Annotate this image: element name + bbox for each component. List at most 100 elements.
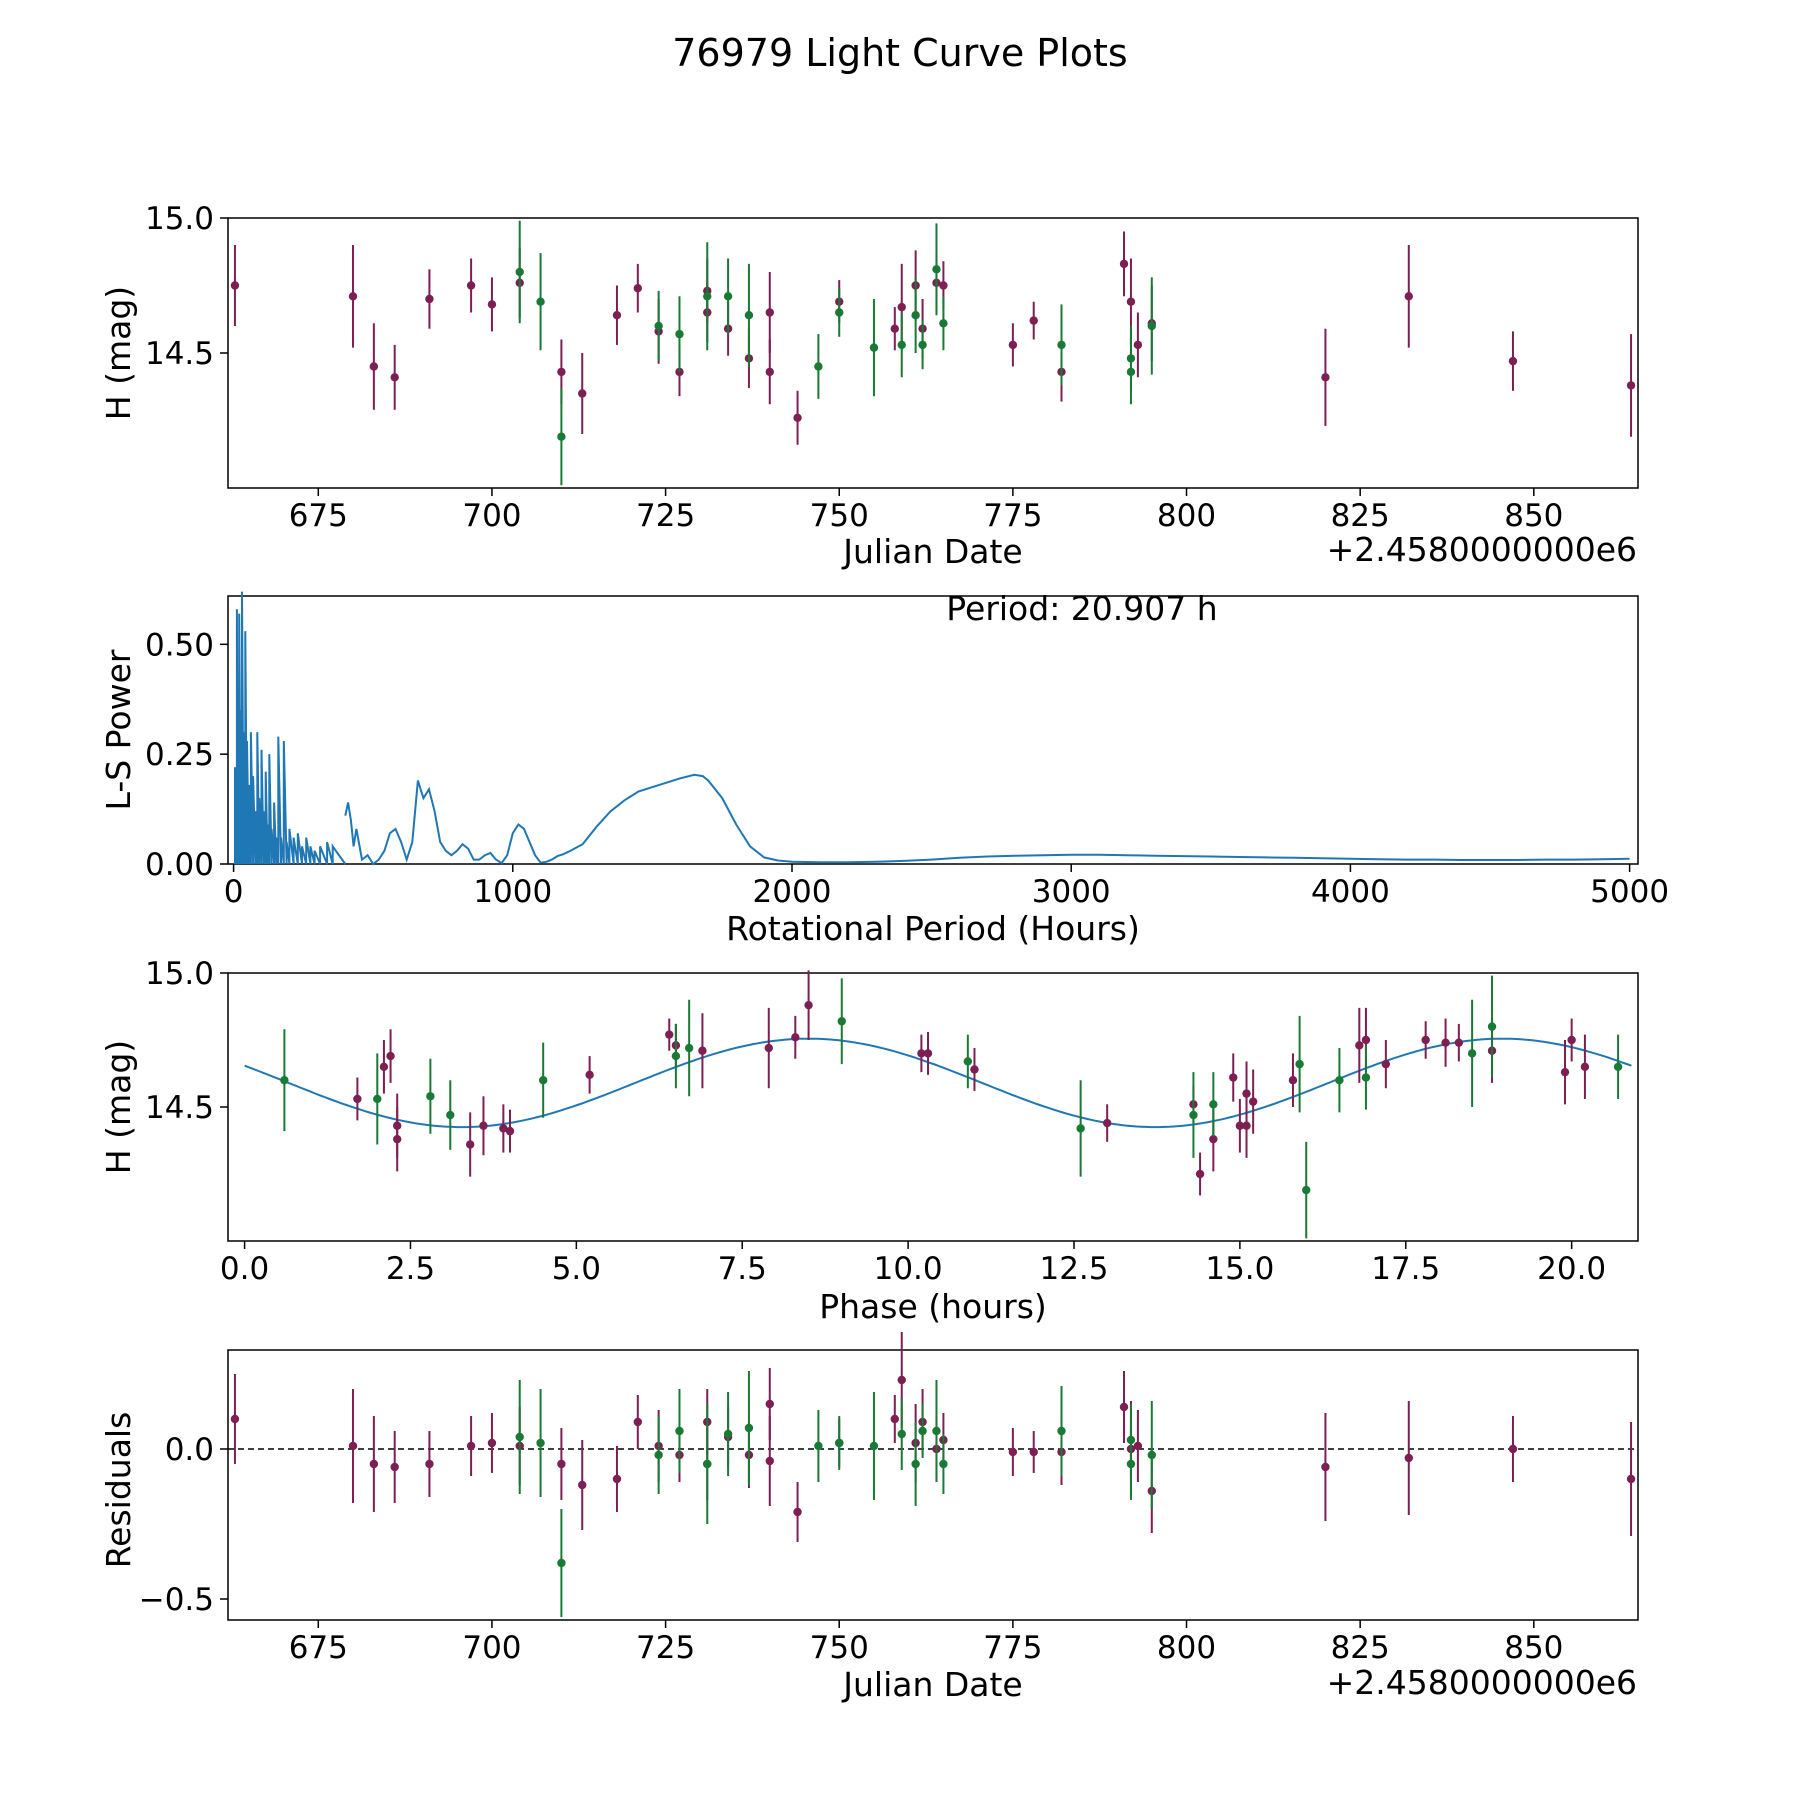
phase-point <box>426 1092 435 1101</box>
phase-xtick-label: 0.0 <box>220 1251 269 1287</box>
lc-point <box>390 373 399 382</box>
phase-point <box>1248 1097 1258 1106</box>
light-curve-xtick-label: 725 <box>636 498 695 534</box>
resid-point <box>487 1438 497 1448</box>
lc-point <box>1626 381 1636 390</box>
phase-xtick-label: 10.0 <box>874 1251 943 1287</box>
lc-point <box>487 300 497 309</box>
resid-point <box>466 1441 476 1451</box>
residuals-ylabel: Residuals <box>99 1412 138 1569</box>
resid-point <box>425 1459 434 1469</box>
resid-point <box>1008 1447 1018 1457</box>
phase-point <box>1361 1035 1371 1045</box>
phase-point <box>1302 1185 1311 1195</box>
resid-point <box>1133 1441 1143 1451</box>
resid-point <box>675 1426 684 1436</box>
residuals-xtick-label: 775 <box>983 1630 1042 1666</box>
residuals-xlabel: Julian Date <box>841 1665 1023 1704</box>
resid-point <box>557 1558 566 1568</box>
phase-point <box>917 1049 926 1058</box>
phase-point <box>1076 1124 1085 1133</box>
phase-point <box>379 1062 389 1072</box>
lc-point <box>557 367 566 377</box>
resid-point <box>536 1438 545 1448</box>
light-curve-xtick-label: 850 <box>1504 498 1563 534</box>
resid-point <box>1508 1444 1518 1454</box>
light-curve-ytick-label: 14.5 <box>145 336 214 372</box>
phase-point <box>1613 1062 1623 1072</box>
phase-xtick-label: 5.0 <box>552 1251 601 1287</box>
lc-point <box>939 281 948 290</box>
resid-point <box>897 1429 906 1439</box>
lc-point <box>835 308 844 317</box>
lc-point <box>1119 259 1129 269</box>
phase-point <box>1229 1073 1238 1082</box>
lc-point <box>1133 340 1143 350</box>
resid-point <box>515 1432 524 1442</box>
light-curve-xtick-label: 700 <box>462 498 521 534</box>
residuals-xtick-label: 700 <box>462 1630 521 1666</box>
lc-point <box>869 343 879 352</box>
light-curve-ylabel: H (mag) <box>99 286 138 420</box>
periodogram-annotation: Period: 20.907 h <box>946 589 1217 628</box>
phase-xtick-label: 17.5 <box>1371 1251 1440 1287</box>
lc-point <box>703 292 712 301</box>
lc-point <box>230 281 240 290</box>
phase-point <box>446 1110 455 1120</box>
resid-point <box>390 1462 399 1472</box>
periodogram-ytick-label: 0.25 <box>145 737 214 773</box>
lc-point <box>897 340 906 350</box>
lc-point <box>466 281 476 290</box>
phase-point <box>804 1000 813 1010</box>
periodogram-ylabel: L-S Power <box>99 649 138 810</box>
resid-point <box>557 1459 566 1469</box>
lc-point <box>612 311 622 320</box>
phase-point <box>684 1043 694 1053</box>
resid-point <box>1404 1453 1413 1463</box>
phase-xtick-label: 7.5 <box>718 1251 767 1287</box>
phase-point <box>1361 1073 1371 1082</box>
resid-point <box>633 1417 643 1427</box>
light-curve-frame <box>227 217 1639 489</box>
resid-point <box>897 1375 906 1385</box>
phase-point <box>1335 1076 1344 1085</box>
lc-point <box>557 432 566 441</box>
phase-point <box>1288 1076 1298 1085</box>
periodogram-xtick-label: 2000 <box>753 874 832 910</box>
resid-point <box>1147 1450 1156 1460</box>
light-curve-xtick-label: 825 <box>1331 498 1390 534</box>
lc-point <box>1404 292 1413 301</box>
periodogram-xtick-label: 3000 <box>1032 874 1111 910</box>
resid-point <box>703 1459 712 1469</box>
phase-xtick-label: 12.5 <box>1039 1251 1108 1287</box>
phase-point <box>1580 1062 1590 1072</box>
lc-point <box>911 311 920 320</box>
phase-point <box>1209 1100 1218 1109</box>
phase-point <box>1102 1118 1112 1128</box>
periodogram-xtick-label: 4000 <box>1311 874 1390 910</box>
periodogram-axes: Period: 20.907 h Rotational Period (Hour… <box>99 589 1669 948</box>
lc-point <box>654 321 663 331</box>
resid-point <box>1119 1402 1129 1412</box>
residuals-xtick-label: 725 <box>636 1630 695 1666</box>
phase-point <box>1441 1038 1450 1047</box>
resid-point <box>1057 1426 1066 1436</box>
phase-point <box>923 1049 933 1058</box>
resid-point <box>1029 1447 1038 1457</box>
phase-point <box>671 1051 681 1061</box>
phase-point <box>465 1140 475 1149</box>
resid-point <box>765 1456 774 1466</box>
phase-point <box>764 1043 773 1053</box>
phase-point <box>1467 1049 1477 1058</box>
residuals-xtick-label: 825 <box>1331 1630 1390 1666</box>
lc-point <box>1321 373 1330 382</box>
phase-point <box>1189 1110 1198 1120</box>
lc-point <box>1029 316 1038 325</box>
resid-point <box>932 1426 941 1436</box>
lc-point <box>814 362 823 371</box>
lc-point <box>536 297 545 306</box>
resid-point <box>793 1507 802 1517</box>
lc-point <box>744 311 754 320</box>
phase-point <box>538 1076 548 1085</box>
